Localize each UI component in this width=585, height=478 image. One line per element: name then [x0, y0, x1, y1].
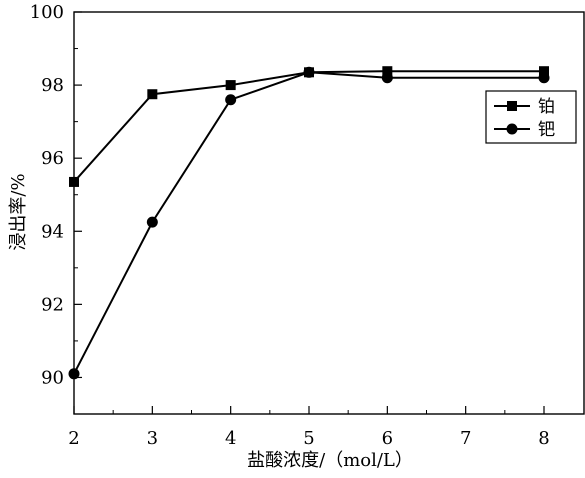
- x-tick-label: 6: [382, 428, 393, 449]
- data-point-palladium: [381, 72, 393, 84]
- data-point-platinum: [225, 80, 236, 91]
- y-tick-label: 90: [41, 367, 64, 388]
- series-layer: [68, 66, 550, 380]
- data-point-platinum: [382, 66, 393, 77]
- y-tick-label: 100: [30, 2, 64, 23]
- x-tick-label: 8: [538, 428, 549, 449]
- data-point-palladium: [225, 94, 237, 106]
- x-tick-label: 7: [460, 428, 471, 449]
- plot-frame: [73, 11, 585, 415]
- data-point-palladium: [538, 72, 550, 84]
- legend-label-platinum: 铂: [538, 97, 555, 117]
- y-tick-label: 96: [41, 148, 64, 169]
- data-point-palladium: [146, 216, 158, 228]
- legend: 铂 钯: [485, 90, 577, 144]
- legend-box: [485, 90, 577, 144]
- legend-label-palladium: 钯: [538, 120, 555, 140]
- y-tick-label: 94: [41, 221, 64, 242]
- x-tick-label: 4: [225, 428, 236, 449]
- x-tick-label: 5: [303, 428, 314, 449]
- legend-square-marker: [507, 101, 517, 111]
- series-line-platinum: [73, 70, 544, 183]
- data-point-platinum: [539, 66, 549, 77]
- data-point-palladium: [68, 368, 80, 380]
- y-tick-label: 98: [41, 75, 64, 96]
- data-point-platinum: [69, 176, 79, 187]
- x-tick-label: 2: [68, 428, 79, 449]
- y-axis-label: 浸出率/%: [8, 173, 29, 250]
- legend-circle-marker: [506, 123, 518, 135]
- data-point-platinum: [147, 89, 158, 100]
- x-axis-label: 盐酸浓度/（mol/L）: [247, 450, 413, 471]
- data-point-palladium: [303, 66, 315, 78]
- series-line-palladium: [73, 71, 544, 375]
- x-tick-label: 3: [147, 428, 158, 449]
- y-tick-label: 92: [41, 294, 64, 315]
- axes-layer: 2 3 4 5 6 7 8 90 92 94 96 98 100: [30, 2, 585, 449]
